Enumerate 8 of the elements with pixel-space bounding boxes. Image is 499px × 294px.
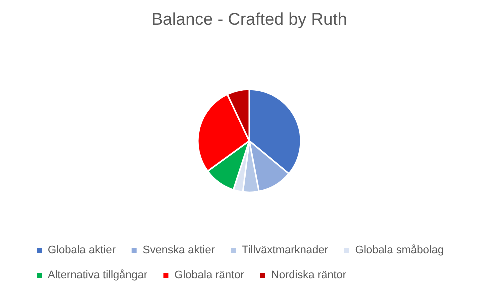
legend-label: Globala räntor [174,270,245,282]
legend-label: Svenska aktier [142,244,216,256]
legend-label: Globala aktier [48,244,116,256]
legend-label: Globala småbolag [355,244,444,256]
legend-label: Tillväxtmarknader [242,244,329,256]
chart-title: Balance - Crafted by Ruth [152,10,348,29]
legend-label: Nordiska räntor [271,270,347,282]
legend-label: Alternativa tillgångar [48,270,148,282]
